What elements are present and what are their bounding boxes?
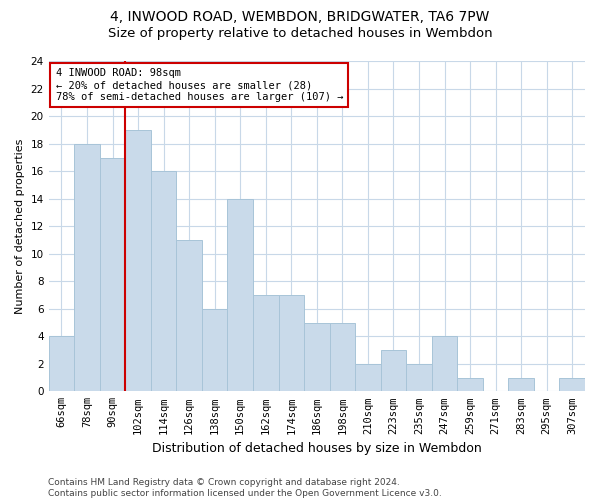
X-axis label: Distribution of detached houses by size in Wembdon: Distribution of detached houses by size … — [152, 442, 482, 455]
Bar — [100, 158, 125, 392]
Bar — [49, 336, 74, 392]
Text: 4 INWOOD ROAD: 98sqm
← 20% of detached houses are smaller (28)
78% of semi-detac: 4 INWOOD ROAD: 98sqm ← 20% of detached h… — [56, 68, 343, 102]
Bar — [406, 364, 432, 392]
Bar — [432, 336, 457, 392]
Bar — [559, 378, 585, 392]
Bar — [508, 378, 534, 392]
Bar — [278, 295, 304, 392]
Bar — [227, 199, 253, 392]
Bar — [125, 130, 151, 392]
Bar — [253, 295, 278, 392]
Bar — [329, 322, 355, 392]
Bar — [304, 322, 329, 392]
Bar — [74, 144, 100, 392]
Y-axis label: Number of detached properties: Number of detached properties — [15, 138, 25, 314]
Bar — [202, 309, 227, 392]
Bar — [151, 172, 176, 392]
Bar — [176, 240, 202, 392]
Text: Contains HM Land Registry data © Crown copyright and database right 2024.
Contai: Contains HM Land Registry data © Crown c… — [48, 478, 442, 498]
Text: Size of property relative to detached houses in Wembdon: Size of property relative to detached ho… — [107, 28, 493, 40]
Text: 4, INWOOD ROAD, WEMBDON, BRIDGWATER, TA6 7PW: 4, INWOOD ROAD, WEMBDON, BRIDGWATER, TA6… — [110, 10, 490, 24]
Bar — [457, 378, 483, 392]
Bar — [355, 364, 380, 392]
Bar — [380, 350, 406, 392]
